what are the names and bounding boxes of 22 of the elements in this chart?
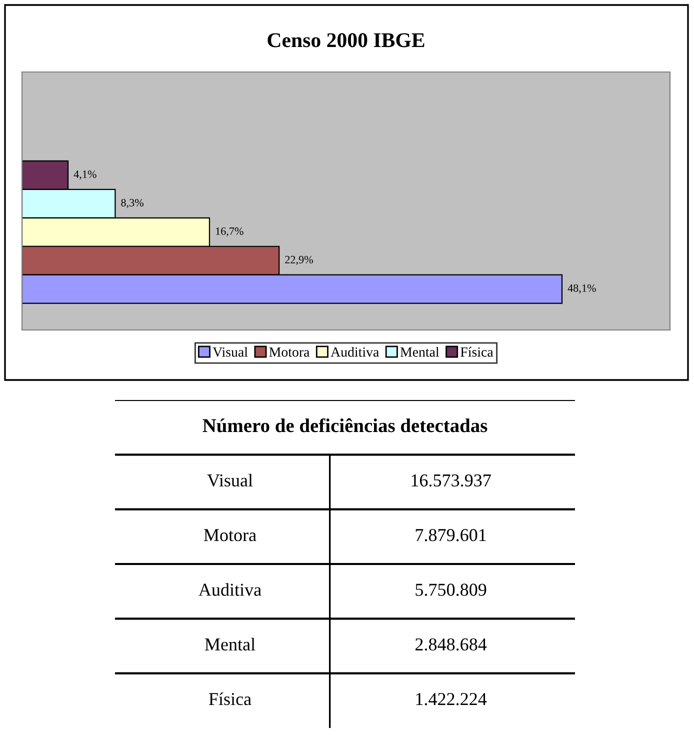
text: 7.879.601 <box>416 529 486 542</box>
category-label: Auditiva <box>198 583 262 596</box>
legend-label: Mental <box>400 346 440 357</box>
data-label: 4,1% <box>74 170 96 180</box>
data-label: 22,9% <box>285 256 313 265</box>
category-label: Motora <box>204 529 256 542</box>
text: 2.848.684 <box>415 638 487 651</box>
legend-label: Motora <box>269 347 310 357</box>
text: 16.573.937 <box>412 474 491 487</box>
legend-label: Auditiva <box>330 346 379 357</box>
data-label: 8,3% <box>121 198 144 208</box>
category-label: Mental <box>204 638 256 651</box>
text: 5.750.809 <box>416 584 486 596</box>
text: 1.422.224 <box>416 693 487 706</box>
chart-title: Censo 2000 IBGE <box>268 33 424 48</box>
category-label: Física <box>208 692 252 706</box>
legend-label: Visual <box>212 346 248 357</box>
category-label: Visual <box>207 474 253 487</box>
data-label: 48,1% <box>568 284 596 294</box>
legend-label: Física <box>460 346 494 357</box>
data-label: 16,7% <box>216 227 244 237</box>
text: Número de deficiências detectadas <box>202 418 488 432</box>
